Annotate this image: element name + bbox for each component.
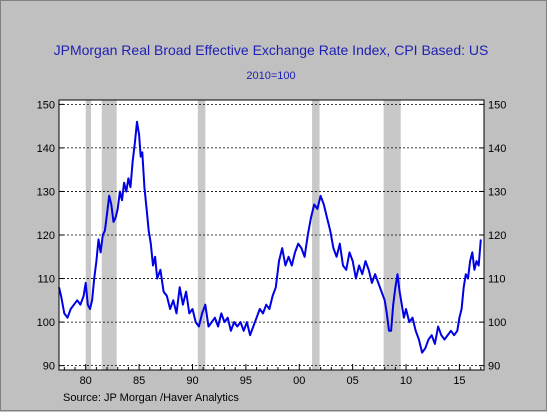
y-tick-label-left-100: 100 <box>37 317 55 329</box>
source-note: Source: JP Morgan /Haver Analytics <box>63 392 239 404</box>
recession-band-2 <box>197 100 206 370</box>
chart-title: JPMorgan Real Broad Effective Exchange R… <box>54 42 489 58</box>
y-tick-label-right-130: 130 <box>488 186 506 198</box>
chart-subtitle: 2010=100 <box>246 70 295 82</box>
y-tick-label-right-120: 120 <box>488 230 506 242</box>
y-tick-label-left-130: 130 <box>37 186 55 198</box>
x-tick-label-95: 95 <box>240 375 252 387</box>
x-tick-label-90: 90 <box>186 375 198 387</box>
x-tick-label-10: 10 <box>400 375 412 387</box>
x-tick-label-15: 15 <box>453 375 465 387</box>
y-tick-label-right-110: 110 <box>488 274 506 286</box>
gridlines <box>59 103 484 367</box>
x-tick-label-00: 00 <box>293 375 305 387</box>
x-tick-label-80: 80 <box>80 375 92 387</box>
x-tick-label-05: 05 <box>347 375 359 387</box>
y-tick-label-right-90: 90 <box>488 361 500 373</box>
recession-band-1 <box>101 100 117 370</box>
y-tick-label-right-150: 150 <box>488 99 506 111</box>
y-tick-label-right-140: 140 <box>488 143 506 155</box>
y-tick-label-right-100: 100 <box>488 317 506 329</box>
y-tick-label-left-140: 140 <box>37 143 55 155</box>
series-layer <box>58 120 482 354</box>
y-tick-label-left-150: 150 <box>37 99 55 111</box>
series-line-0 <box>58 120 482 354</box>
y-tick-label-left-110: 110 <box>37 274 55 286</box>
y-tick-label-left-120: 120 <box>37 230 55 242</box>
x-tick-label-85: 85 <box>133 375 145 387</box>
y-tick-label-left-90: 90 <box>43 361 55 373</box>
